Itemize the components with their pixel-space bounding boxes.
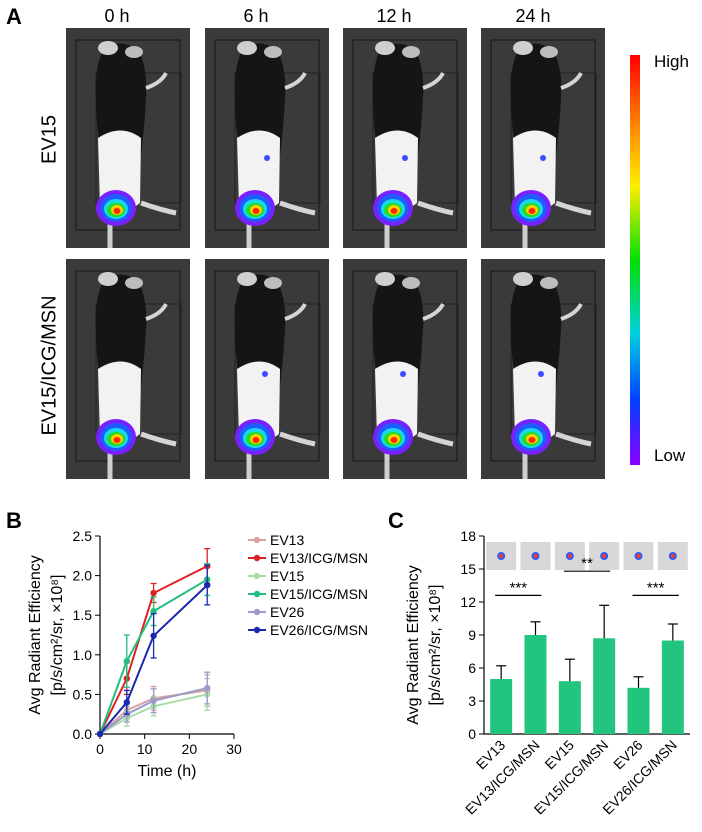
legend-marker xyxy=(253,626,261,634)
legend-marker xyxy=(253,536,261,544)
organ-thumbnail xyxy=(486,542,517,570)
y-tick-label: 0.5 xyxy=(73,686,93,702)
data-point xyxy=(150,697,157,704)
mouse-image-tile xyxy=(343,259,467,479)
data-point xyxy=(123,657,130,665)
row-label-ev15: EV15 xyxy=(38,115,61,164)
time-label-12h: 12 h xyxy=(376,6,412,26)
fluorescence-spot xyxy=(402,155,408,161)
colorbar xyxy=(630,55,640,465)
legend-label: EV15/ICG/MSN xyxy=(270,586,368,602)
bar xyxy=(627,687,650,734)
data-point xyxy=(150,632,157,639)
series-line xyxy=(99,584,208,735)
x-tick-label: 10 xyxy=(137,741,153,757)
fluorescence-signal xyxy=(511,190,551,226)
y-tick-label: 15 xyxy=(460,561,476,577)
data-point xyxy=(150,589,157,597)
colorbar-low-label: Low xyxy=(654,446,686,465)
time-label-24h: 24 h xyxy=(515,6,551,26)
x-tick-label: 30 xyxy=(226,741,242,757)
mouse-image-tile xyxy=(481,259,605,479)
bar xyxy=(490,679,513,734)
y-tick-label: 6 xyxy=(468,660,476,676)
data-point xyxy=(204,581,211,589)
y-tick-label: 1.5 xyxy=(73,607,93,623)
time-label-0h: 0 h xyxy=(104,6,130,26)
x-axis-label: Time (h) xyxy=(138,763,197,780)
bar xyxy=(558,681,581,734)
y-tick-label: 3 xyxy=(468,693,476,709)
fluorescence-signal xyxy=(373,190,413,226)
x-tick-label: 20 xyxy=(182,741,198,757)
significance-label: *** xyxy=(510,579,528,596)
mouse-image-tile xyxy=(205,28,329,248)
significance-label: ** xyxy=(581,555,593,572)
data-point xyxy=(123,699,130,706)
y-tick-label: 12 xyxy=(460,594,476,610)
data-point xyxy=(96,730,104,738)
panel-a-letter: A xyxy=(6,4,22,29)
mouse-image-tile xyxy=(66,28,190,248)
fluorescence-spot xyxy=(540,155,546,161)
bar xyxy=(661,640,684,734)
y-axis-label-units: [p/s/cm²/sr, ×10⁸] xyxy=(427,584,444,705)
y-tick-label: 0 xyxy=(468,726,476,742)
y-axis-label: Avg Radiant Efficiency xyxy=(405,565,422,725)
fluorescence-spot xyxy=(400,371,406,377)
organ-thumbnail xyxy=(657,542,688,570)
line-chart-b: 0.0 0.5 1.0 1.5 2.0 2.5 0 10 20 30 Time (h) Avg Rad… xyxy=(27,528,368,780)
legend-label: EV26 xyxy=(270,604,304,620)
legend-marker xyxy=(253,554,261,562)
fluorescence-signal xyxy=(511,419,551,455)
fluorescence-signal xyxy=(235,419,275,455)
series-line xyxy=(99,693,208,735)
legend-marker xyxy=(253,572,261,580)
significance-label: *** xyxy=(647,579,665,596)
bar-chart-c: 0 3 6 9 12 15 18 Avg Radiant Efficiency [p/s/cm²… xyxy=(405,528,690,817)
data-point xyxy=(204,684,211,692)
series-line xyxy=(99,687,208,735)
fluorescence-spot xyxy=(264,155,270,161)
y-axis-label-units: [p/s/cm²/sr, ×10⁸] xyxy=(49,574,66,695)
organ-thumbnail xyxy=(554,542,585,570)
mouse-image-tile xyxy=(343,28,467,248)
y-tick-label: 2.0 xyxy=(73,568,93,584)
y-tick-label: 18 xyxy=(460,528,476,544)
fluorescence-signal xyxy=(96,419,136,455)
time-label-6h: 6 h xyxy=(243,6,269,26)
organ-thumbnail xyxy=(589,542,620,570)
mouse-image-tile xyxy=(66,259,190,479)
row-label-ev15-icg-msn: EV15/ICG/MSN xyxy=(38,295,61,436)
y-axis-label: Avg Radiant Efficiency xyxy=(27,555,44,715)
legend-marker xyxy=(253,590,261,598)
bar xyxy=(524,635,547,734)
series-line xyxy=(99,578,208,735)
fluorescence-signal xyxy=(96,190,136,226)
fluorescence-spot xyxy=(262,371,268,377)
legend-marker xyxy=(253,608,261,616)
y-tick-label: 9 xyxy=(468,627,476,643)
y-tick-label: 2.5 xyxy=(73,528,93,544)
x-tick-label: 0 xyxy=(96,741,104,757)
mouse-image-tile xyxy=(481,28,605,248)
y-tick-label: 1.0 xyxy=(73,647,93,663)
legend-label: EV13 xyxy=(270,532,304,548)
panel-b-letter: B xyxy=(6,508,22,533)
fluorescence-spot xyxy=(538,371,544,377)
legend-label: EV13/ICG/MSN xyxy=(270,550,368,566)
panel-c-letter: C xyxy=(388,508,404,533)
mouse-image-tile xyxy=(205,259,329,479)
organ-thumbnail xyxy=(520,542,551,570)
colorbar-high-label: High xyxy=(654,52,689,71)
organ-thumbnail xyxy=(623,542,654,570)
data-point xyxy=(150,608,157,615)
legend-label: EV15 xyxy=(270,568,304,584)
legend-label: EV26/ICG/MSN xyxy=(270,622,368,638)
fluorescence-signal xyxy=(373,419,413,455)
bar xyxy=(593,638,616,734)
y-tick-label: 0.0 xyxy=(73,726,93,742)
fluorescence-signal xyxy=(235,190,275,226)
